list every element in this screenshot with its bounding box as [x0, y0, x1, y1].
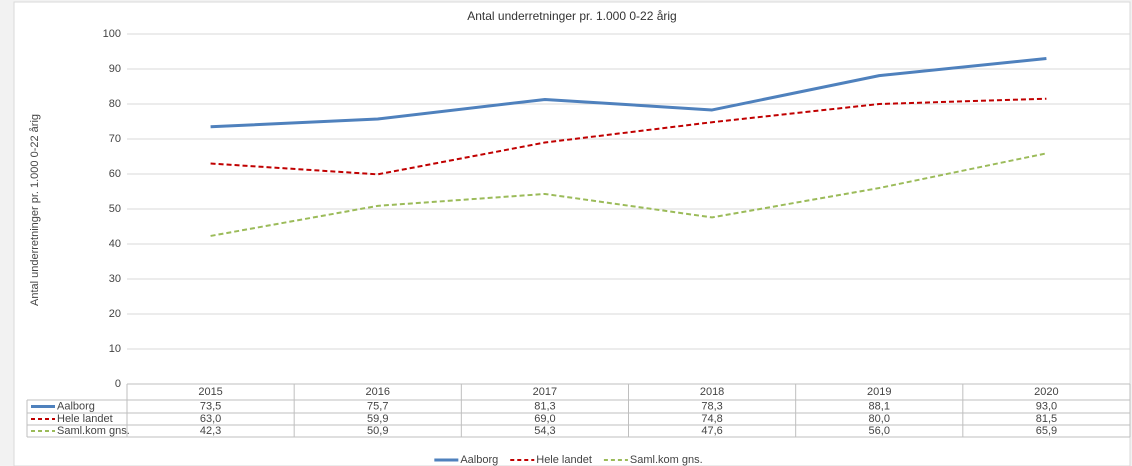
table-cell: 74,8: [701, 413, 722, 425]
y-tick-label: 40: [109, 238, 121, 250]
table-cell: 88,1: [869, 400, 890, 412]
table-cell: 93,0: [1036, 400, 1057, 412]
table-cell: 81,3: [534, 400, 555, 412]
series-line: [210, 57, 1047, 129]
legend-label: Hele landet: [536, 454, 592, 466]
chart-title: Antal underretninger pr. 1.000 0-22 årig: [467, 9, 676, 23]
y-tick-label: 50: [109, 203, 121, 215]
series-line: [210, 152, 1047, 237]
chart-area: [13, 1, 1131, 466]
table-cell: 73,5: [200, 400, 221, 412]
table-row-label: Saml.kom gns.: [57, 425, 130, 437]
y-tick-label: 70: [109, 133, 121, 145]
table-cell: 80,0: [869, 413, 890, 425]
y-tick-label: 10: [109, 343, 121, 355]
table-row-label: Hele landet: [57, 413, 113, 425]
y-tick-label: 20: [109, 308, 121, 320]
table-cell: 50,9: [367, 425, 388, 437]
y-axis-title: Antal underretninger pr. 1.000 0-22 årig: [29, 114, 41, 306]
y-tick-label: 0: [115, 378, 121, 390]
x-tick-label: 2016: [366, 386, 390, 398]
y-tick-label: 80: [109, 98, 121, 110]
x-tick-label: 2017: [533, 386, 557, 398]
y-tick-label: 60: [109, 168, 121, 180]
table-cell: 65,9: [1036, 425, 1057, 437]
series-line: [210, 97, 1047, 176]
table-cell: 42,3: [200, 425, 221, 437]
x-tick-label: 2015: [198, 386, 222, 398]
table-row-label: Aalborg: [57, 400, 95, 412]
table-cell: 75,7: [367, 400, 388, 412]
table-cell: 81,5: [1036, 413, 1057, 425]
table-cell: 47,6: [701, 425, 722, 437]
table-cell: 59,9: [367, 413, 388, 425]
y-tick-label: 100: [103, 28, 121, 40]
table-cell: 69,0: [534, 413, 555, 425]
y-tick-label: 90: [109, 63, 121, 75]
table-cell: 56,0: [869, 425, 890, 437]
table-cell: 54,3: [534, 425, 555, 437]
x-tick-label: 2020: [1034, 386, 1058, 398]
x-tick-label: 2018: [700, 386, 724, 398]
x-tick-label: 2019: [867, 386, 891, 398]
legend-label: Aalborg: [460, 454, 498, 466]
table-cell: 63,0: [200, 413, 221, 425]
y-tick-label: 30: [109, 273, 121, 285]
legend-label: Saml.kom gns.: [630, 454, 703, 466]
table-cell: 78,3: [701, 400, 722, 412]
